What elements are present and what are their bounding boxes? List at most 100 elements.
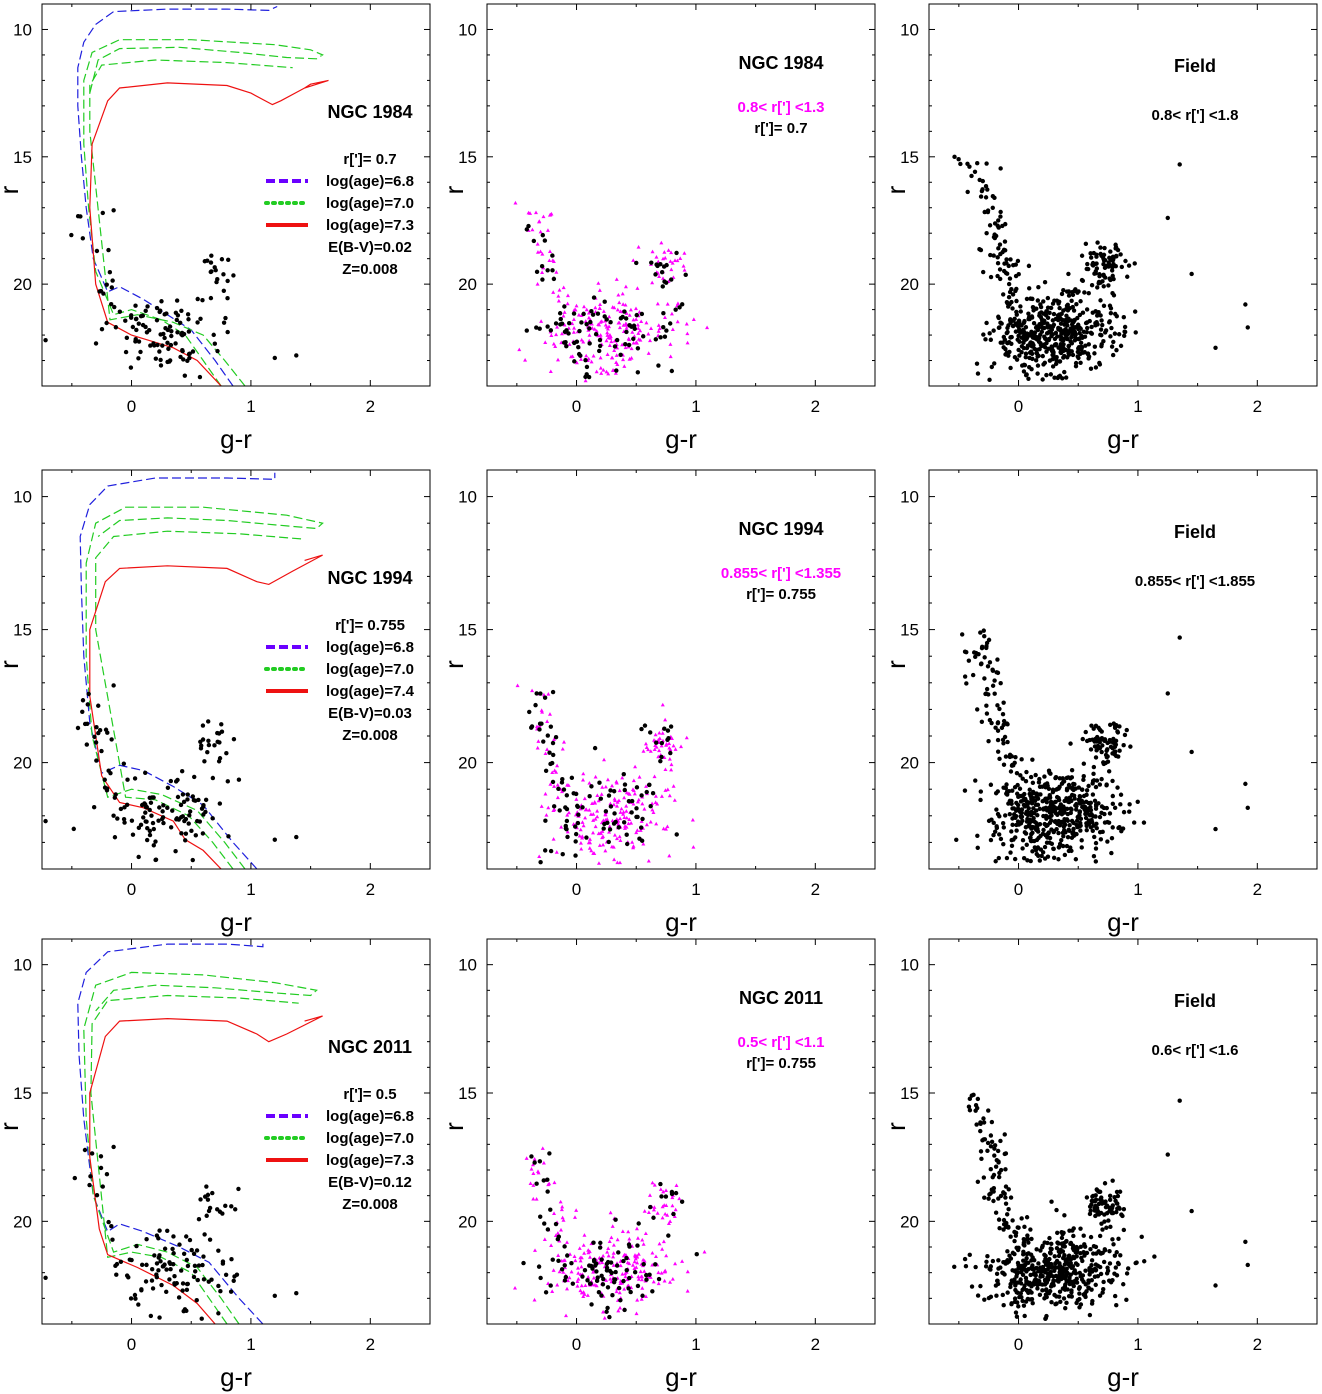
- field-star: [987, 331, 992, 336]
- cluster-star: [593, 331, 599, 337]
- field-star: [1070, 352, 1076, 358]
- annulus-star: [549, 333, 554, 337]
- annulus-star: [670, 261, 675, 265]
- field-star: [1031, 1271, 1036, 1277]
- field-star: [1092, 1198, 1098, 1204]
- field-star: [1245, 805, 1250, 811]
- field-star: [988, 782, 994, 787]
- field-star: [1026, 311, 1031, 316]
- annulus-star: [630, 840, 635, 844]
- field-star: [1089, 1278, 1094, 1283]
- annulus-star: [653, 800, 658, 804]
- member-star: [147, 832, 153, 838]
- field-star: [1059, 837, 1064, 843]
- field-star: [1037, 776, 1042, 782]
- field-star: [996, 1196, 1001, 1201]
- member-star: [144, 1237, 149, 1242]
- field-star: [1029, 1236, 1034, 1242]
- annulus-star: [581, 823, 586, 828]
- cluster-star: [566, 320, 572, 326]
- field-star: [1092, 344, 1098, 349]
- field-star: [1032, 334, 1037, 340]
- cluster-star: [584, 835, 589, 840]
- cluster-star: [540, 232, 546, 238]
- field-star: [1056, 1241, 1061, 1246]
- member-star: [172, 1282, 177, 1287]
- field-star: [975, 160, 980, 166]
- field-star: [1052, 1265, 1058, 1270]
- member-star: [109, 737, 114, 742]
- field-star: [1061, 833, 1066, 839]
- field-star: [1061, 1296, 1067, 1301]
- field-star: [1110, 1210, 1116, 1216]
- annulus-star: [636, 245, 641, 249]
- field-star: [1213, 345, 1218, 350]
- field-star: [1111, 721, 1116, 726]
- annulus-star: [615, 345, 620, 350]
- annulus-star: [548, 782, 553, 786]
- member-star: [158, 357, 163, 363]
- field-star: [1042, 856, 1048, 861]
- field-star: [1099, 333, 1104, 338]
- field-star: [1094, 739, 1099, 744]
- annulus-star: [530, 688, 535, 693]
- field-star: [1058, 1265, 1064, 1270]
- cluster-star: [538, 859, 543, 865]
- isochrone-line: [77, 5, 278, 386]
- field-star: [1109, 1205, 1115, 1210]
- annulus-star: [544, 813, 549, 817]
- field-star: [1102, 811, 1107, 817]
- member-star: [130, 832, 136, 837]
- field-star: [1046, 346, 1051, 352]
- member-star: [186, 329, 192, 334]
- member-star: [94, 1193, 100, 1198]
- field-star: [1114, 1250, 1119, 1255]
- member-star: [208, 269, 213, 275]
- member-star: [225, 278, 230, 284]
- y-tick-label: 10: [13, 488, 32, 507]
- annulus-star: [566, 810, 571, 815]
- annulus-star: [617, 1290, 622, 1295]
- annulus-star: [642, 1269, 647, 1273]
- isochrone-line: [77, 940, 264, 1324]
- field-star: [1124, 1271, 1130, 1276]
- cluster-star: [665, 737, 670, 743]
- field-star: [1099, 1195, 1104, 1200]
- field-star: [1038, 302, 1043, 307]
- member-star: [88, 1174, 93, 1179]
- annulus-star: [679, 744, 684, 749]
- annulus-star: [578, 357, 583, 361]
- cluster-star: [545, 733, 551, 738]
- cluster-star: [662, 334, 668, 339]
- field-star: [1067, 306, 1073, 311]
- annulus-star: [545, 747, 550, 752]
- member-star: [138, 349, 143, 355]
- field-star: [1097, 727, 1103, 733]
- annulus-star: [674, 1183, 679, 1187]
- y-tick-label: 15: [458, 621, 477, 640]
- cluster-star: [639, 311, 645, 317]
- field-star: [1097, 745, 1103, 751]
- field-star: [1044, 1287, 1049, 1292]
- annulus-star: [670, 1203, 675, 1208]
- field-star: [991, 234, 997, 240]
- member-star: [183, 838, 188, 843]
- annulus-star: [663, 717, 668, 722]
- field-star: [965, 189, 970, 195]
- field-star: [1245, 325, 1250, 330]
- field-star: [1027, 821, 1032, 826]
- annulus-star: [658, 1187, 663, 1191]
- annulus-star: [547, 249, 552, 253]
- field-star: [1036, 853, 1041, 859]
- member-star: [195, 296, 200, 302]
- field-star: [1078, 360, 1083, 366]
- annulus-star: [635, 828, 640, 832]
- field-star: [1069, 1290, 1074, 1295]
- cluster-star: [545, 268, 550, 273]
- member-star: [226, 834, 231, 839]
- annulus-star: [640, 1237, 645, 1242]
- annulus-star: [673, 258, 678, 262]
- annulus-star: [630, 787, 635, 791]
- field-star: [1031, 838, 1037, 844]
- axes-frame: [41, 469, 431, 870]
